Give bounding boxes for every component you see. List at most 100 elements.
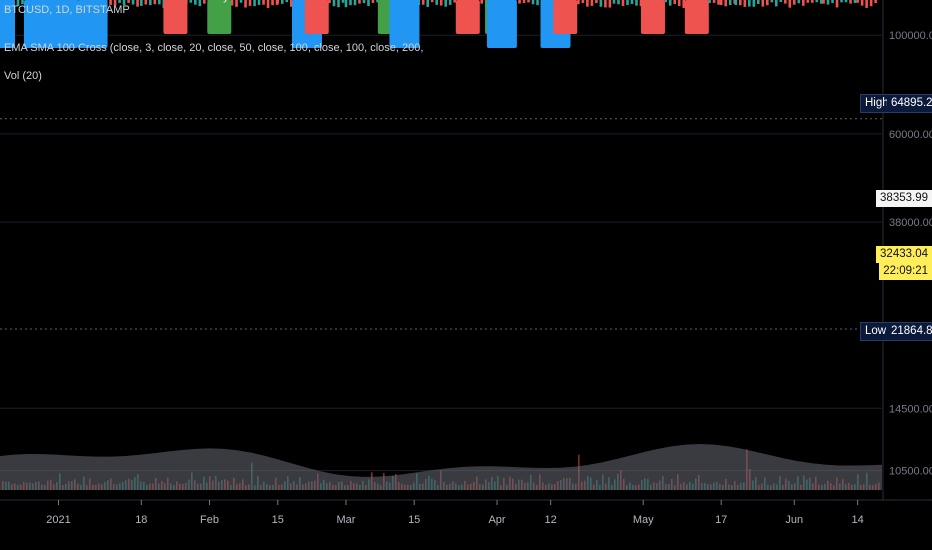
price-tick-label: 60000.00 [889,129,932,141]
signal-text: Take [490,0,513,3]
candle-body [203,0,206,4]
candle-body [244,0,247,8]
candle-body [840,0,843,3]
signal-text: Take [0,0,12,3]
candle-body [853,0,857,3]
candle-body [797,0,801,4]
signal-text: Take [52,0,75,3]
signal-sell: Sell [640,0,665,34]
time-tick-label: Feb [200,514,219,526]
candle-body [752,0,756,7]
signal-text: Profit [0,0,13,3]
price-tick-label: 100000.00 [889,30,932,42]
candle-body [608,0,612,8]
candle-body [280,0,284,4]
candle-body [626,0,629,6]
candle-body [822,0,825,4]
time-tick-label: May [633,514,654,526]
candle-body [826,0,830,5]
candle-body [717,0,720,5]
time-tick-label: 15 [408,514,420,526]
candle-body [522,0,526,3]
price-tick-label: 38000.00 [889,217,932,229]
signal-box [389,0,420,48]
signal-text: Profit [489,0,515,3]
signal-sell: Sell [304,0,329,34]
signal-box [163,0,188,34]
candle-body [271,0,274,6]
candle-body [719,0,723,5]
candle-body [835,0,839,8]
signal-take-profit: TakeProfit [389,0,420,48]
candle-body [527,0,530,3]
candle-body [792,0,796,5]
candle-body [536,0,539,6]
candle-body [235,0,238,7]
candle-body [577,0,580,5]
candle-body [430,0,434,3]
candle-body [849,0,852,4]
candle-body [734,0,738,5]
signal-take-profit: TakeProfit [48,0,79,48]
time-tick-label: Mar [337,514,356,526]
candle-body [140,0,143,6]
volume-legend: Vol (20) [4,70,42,82]
signal-box [0,0,15,48]
candle-body [664,0,668,3]
avg-price-badge: 32433.04 [876,246,932,263]
signal-text: Profit [80,0,106,3]
signal-box [304,0,329,34]
candle-body [248,0,252,6]
signal-box [486,0,517,48]
candle-body [16,0,20,7]
signal-box [23,0,54,48]
candle-body [362,0,366,4]
candle-body [444,0,447,7]
signal-sell: Sell [163,0,188,34]
candle-body [376,0,379,3]
signal-take-profit: TakeProfit [77,0,108,48]
candle-body [784,0,787,4]
signal-box [455,0,480,34]
candle-body [635,0,638,6]
signal-text: Take [81,0,104,3]
candle-body [189,0,193,3]
candle-body [831,0,834,4]
candle-body [844,0,848,3]
candle-body [371,0,375,3]
candle-body [518,0,521,4]
symbol-title: BTCUSD, 1D, BITSTAMP [4,4,130,16]
candle-body [153,0,157,5]
candle-body [337,0,340,8]
indicator-legend: EMA SMA 100 Cross (close, 3, close, 20, … [4,42,424,54]
countdown-badge: 22:09:21 [879,263,932,280]
time-tick-label: Jun [785,514,803,526]
candle-body [621,0,625,6]
candle-body [630,0,634,5]
candle-body [198,0,202,7]
candle-body [118,0,121,3]
candle-body [770,0,774,3]
candle-body [426,0,429,7]
candle-body [586,0,589,7]
signal-text: Sell [556,0,574,3]
low-label: Low [860,322,892,341]
signal-text: Profit [392,0,418,3]
candle-body [739,0,742,6]
candle-body [865,0,868,8]
time-tick-label: 18 [135,514,147,526]
candle-body [421,0,425,5]
candle-body [266,0,270,8]
candle-body [677,0,681,7]
signal-box [48,0,79,48]
candle-body [590,0,594,6]
candle-body [122,0,126,6]
candle-body [257,0,261,5]
high-label: High [860,94,894,113]
candle-body [480,0,483,4]
candle-body [788,0,792,8]
candle-body [617,0,620,5]
last-price-badge: 38353.99 [876,190,932,207]
